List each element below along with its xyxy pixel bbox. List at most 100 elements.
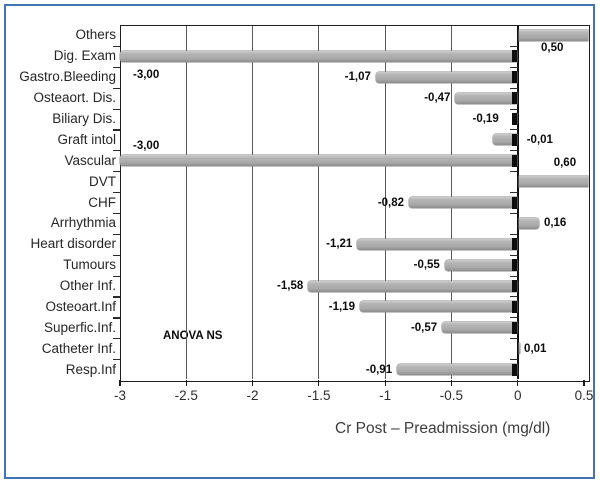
chart-frame	[4, 4, 595, 479]
category-label-other-inf: Other Inf.	[59, 278, 116, 294]
category-label-gastro-bleeding: Gastro.Bleeding	[19, 69, 116, 85]
zero-axis-minor-tick	[509, 150, 518, 152]
category-axis-tick	[113, 254, 120, 256]
zero-axis-line	[516, 26, 519, 379]
x-axis-tick	[583, 380, 585, 386]
category-axis-tick	[113, 233, 120, 235]
value-label-superfic-inf: -0,57	[410, 321, 438, 334]
category-label-heart-disorder: Heart disorder	[30, 236, 116, 252]
value-label-arrhythmia: 0,16	[543, 217, 567, 230]
x-tick-label: -0.5	[439, 388, 464, 403]
x-axis-tick	[384, 380, 386, 386]
bar-superfic-inf	[442, 322, 517, 334]
zero-axis-minor-tick	[509, 171, 518, 173]
x-tick-label: 0.5	[574, 388, 594, 403]
x-axis-tick	[517, 380, 519, 386]
category-axis-tick	[113, 87, 120, 89]
bar-cap	[512, 71, 518, 84]
category-label-arrhythmia: Arrhythmia	[50, 215, 116, 231]
gridline	[252, 26, 254, 379]
bar-other-inf	[308, 280, 517, 292]
value-label-dvt: 0,60	[553, 156, 577, 169]
bar-cap	[512, 92, 518, 105]
bar-dvt	[518, 176, 588, 188]
category-axis-tick	[113, 171, 120, 173]
bar-others	[518, 29, 588, 41]
bar-cap	[512, 196, 518, 209]
value-label-others: 0,50	[541, 42, 564, 54]
category-axis-tick	[113, 108, 120, 110]
x-tick-label: 0	[513, 388, 522, 403]
bar-cap	[512, 259, 518, 272]
zero-axis-minor-tick	[509, 275, 518, 277]
category-axis-tick	[113, 192, 120, 194]
value-label-tumours: -0,55	[413, 259, 440, 272]
zero-axis-minor-tick	[509, 66, 518, 68]
value-label-vascular: -3,00	[133, 139, 160, 152]
zero-axis-minor-tick	[509, 338, 518, 340]
zero-axis-minor-tick	[509, 129, 518, 131]
bar-cap	[512, 133, 518, 146]
bar-graft-intol	[492, 134, 517, 146]
bar-cap	[512, 363, 518, 376]
value-label-osteaort-dis: -0,47	[424, 92, 451, 105]
x-axis-tick	[450, 380, 453, 386]
x-tick-label: -1	[379, 388, 392, 403]
value-label-resp-inf: -0,91	[365, 363, 393, 376]
bar-osteoart-inf	[359, 301, 517, 313]
category-label-tumours: Tumours	[63, 257, 116, 273]
zero-axis-minor-tick	[509, 45, 518, 47]
bar-cap	[512, 280, 518, 293]
zero-axis-minor-tick	[509, 254, 518, 256]
bar-tumours	[444, 259, 517, 271]
category-label-superfic-inf: Superfic.Inf.	[43, 319, 116, 335]
x-axis-tick	[185, 380, 187, 386]
category-label-catheter-inf: Catheter Inf.	[41, 340, 116, 356]
category-label-graft-intol: Graft intol	[57, 131, 116, 147]
bar-vascular	[120, 155, 517, 167]
bar-dig-exam	[120, 50, 517, 62]
zero-axis-minor-tick	[509, 296, 518, 298]
zero-axis-minor-tick	[509, 192, 518, 194]
anova-annotation: ANOVA NS	[163, 330, 223, 342]
bar-osteaort-dis	[455, 92, 517, 104]
category-label-others: Others	[75, 27, 116, 43]
gridline	[384, 26, 386, 379]
bar-cap	[512, 112, 518, 125]
bar-cap	[512, 50, 518, 63]
zero-axis-minor-tick	[509, 87, 518, 89]
category-label-resp-inf: Resp.Inf	[65, 361, 116, 377]
value-label-graft-intol: -0,01	[526, 133, 553, 146]
zero-axis-minor-tick	[509, 108, 518, 110]
bar-arrhythmia	[518, 217, 539, 229]
category-axis-tick	[113, 150, 120, 152]
x-tick-label: -2	[246, 388, 259, 403]
category-axis-tick	[113, 317, 120, 319]
bar-catheter-inf	[518, 343, 521, 355]
bar-cap	[512, 300, 518, 313]
value-label-biliary-dis: -0,19	[472, 112, 499, 125]
category-axis-tick	[113, 129, 120, 131]
category-axis-tick	[113, 45, 120, 48]
category-label-osteaort-dis: Osteaort. Dis.	[33, 90, 116, 106]
zero-axis-minor-tick	[509, 359, 518, 361]
category-label-chf: CHF	[88, 194, 116, 210]
bar-gastro-bleeding	[375, 71, 517, 83]
category-label-dig-exam: Dig. Exam	[53, 48, 116, 64]
value-label-dig-exam: -3,00	[133, 68, 160, 81]
bar-cap	[512, 154, 518, 167]
zero-axis-minor-tick	[509, 317, 518, 319]
category-label-dvt: DVT	[89, 173, 116, 189]
category-axis-tick	[113, 212, 120, 215]
category-label-vascular: Vascular	[64, 152, 116, 168]
bar-chf	[409, 197, 517, 208]
category-label-osteoart-inf: Osteoart.Inf	[45, 298, 116, 314]
x-tick-label: -1.5	[307, 388, 331, 403]
value-label-osteoart-inf: -1,19	[328, 300, 355, 313]
bar-cap	[512, 321, 518, 334]
bar-cap	[512, 238, 518, 251]
value-label-gastro-bleeding: -1,07	[344, 71, 371, 84]
x-tick-label: -3	[113, 388, 126, 403]
gridline	[318, 26, 320, 379]
